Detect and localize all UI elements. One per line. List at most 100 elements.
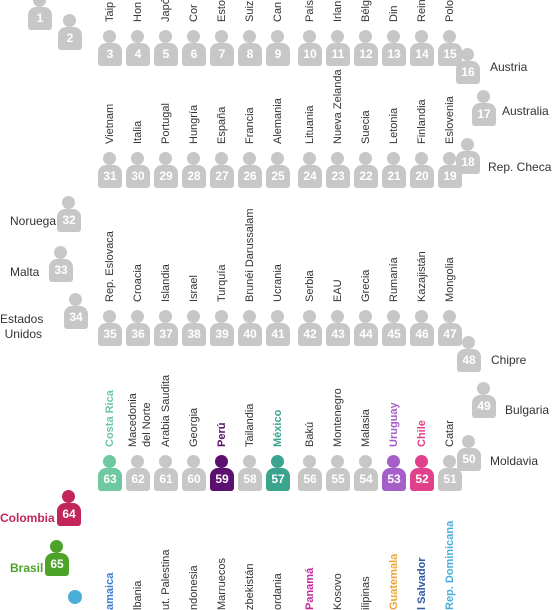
rank-number: 53 bbox=[382, 468, 406, 491]
person-head-icon bbox=[243, 30, 256, 43]
rank-number: 6 bbox=[182, 43, 206, 66]
person-head-icon bbox=[33, 0, 46, 7]
person-head-icon bbox=[187, 152, 200, 165]
country-label: Georgia bbox=[188, 407, 200, 447]
country-label: Can bbox=[272, 1, 284, 22]
country-label: lbania bbox=[132, 580, 144, 610]
rank-29-marker: 29 bbox=[154, 152, 178, 188]
rank-4-marker: 4 bbox=[126, 30, 150, 66]
rank-7-marker: 7 bbox=[210, 30, 234, 66]
rank-25-marker: 25 bbox=[266, 152, 290, 188]
rank-number: 36 bbox=[126, 323, 150, 346]
person-head-icon bbox=[462, 435, 475, 448]
rank-number: 51 bbox=[438, 468, 462, 491]
country-label: Mongolia bbox=[444, 257, 456, 302]
rank-number: 3 bbox=[98, 43, 122, 66]
rank-17-marker: 17 bbox=[472, 90, 496, 126]
country-label: Lituania bbox=[304, 105, 316, 144]
rank-number: 28 bbox=[182, 165, 206, 188]
rank-22-marker: 22 bbox=[354, 152, 378, 188]
country-label: Malta bbox=[10, 265, 40, 279]
country-label: Brasil bbox=[10, 561, 44, 575]
country-label: Israel bbox=[188, 275, 200, 302]
rank-number: 26 bbox=[238, 165, 262, 188]
rank-26-marker: 26 bbox=[238, 152, 262, 188]
country-label: Polo bbox=[444, 0, 456, 22]
rank-20-marker: 20 bbox=[410, 152, 434, 188]
rank-62-marker: 62 bbox=[126, 455, 150, 491]
rank-number: 61 bbox=[154, 468, 178, 491]
country-label: Bakú bbox=[304, 421, 316, 447]
rank-5-marker: 5 bbox=[154, 30, 178, 66]
country-label: Francia bbox=[244, 107, 256, 144]
person-head-icon bbox=[187, 310, 200, 323]
rank-number: 9 bbox=[266, 43, 290, 66]
rank-number: 31 bbox=[98, 165, 122, 188]
rank-number: 18 bbox=[456, 151, 480, 174]
country-label: ut. Palestina bbox=[160, 549, 172, 610]
country-label: México bbox=[272, 409, 284, 447]
person-head-icon bbox=[387, 455, 400, 468]
rank-number: 4 bbox=[126, 43, 150, 66]
person-head-icon bbox=[443, 455, 456, 468]
person-head-icon bbox=[359, 455, 372, 468]
country-label: Japó bbox=[160, 0, 172, 22]
rank-number: 14 bbox=[410, 43, 434, 66]
country-label: Finlandia bbox=[416, 99, 428, 144]
person-head-icon bbox=[415, 455, 428, 468]
country-label: Tailandia bbox=[244, 403, 256, 447]
person-head-icon bbox=[54, 246, 67, 259]
rank-number: 62 bbox=[126, 468, 150, 491]
country-label: ordania bbox=[272, 573, 284, 610]
country-label: Italia bbox=[132, 120, 144, 144]
rank-19-marker: 19 bbox=[438, 152, 462, 188]
rank-65-marker: 65 bbox=[45, 540, 69, 576]
country-label: Montenegro bbox=[332, 388, 344, 447]
rank-18-marker: 18 bbox=[456, 138, 480, 174]
rank-number: 49 bbox=[472, 395, 496, 418]
person-head-icon bbox=[187, 455, 200, 468]
rank-38-marker: 38 bbox=[182, 310, 206, 346]
rank-number: 39 bbox=[210, 323, 234, 346]
country-label: Nueva Zelanda bbox=[332, 69, 344, 144]
rank-32-marker: 32 bbox=[57, 196, 81, 232]
country-label: Panamá bbox=[304, 567, 316, 610]
country-label: Alemania bbox=[272, 98, 284, 144]
rank-number: 5 bbox=[154, 43, 178, 66]
person-head-icon bbox=[243, 152, 256, 165]
country-label: Bulgaria bbox=[505, 403, 550, 417]
rank-55-marker: 55 bbox=[326, 455, 350, 491]
rank-40-marker: 40 bbox=[238, 310, 262, 346]
rank-51-marker: 51 bbox=[438, 455, 462, 491]
rank-30-marker: 30 bbox=[126, 152, 150, 188]
rank-48-marker: 48 bbox=[457, 336, 481, 372]
person-head-icon bbox=[415, 310, 428, 323]
rank-9-marker: 9 bbox=[266, 30, 290, 66]
country-label: Suecia bbox=[360, 110, 372, 144]
partial-marker-icon bbox=[68, 590, 82, 604]
country-label: Costa Rica bbox=[104, 390, 116, 447]
rank-number: 38 bbox=[182, 323, 206, 346]
rank-15-marker: 15 bbox=[438, 30, 462, 66]
rank-12-marker: 12 bbox=[354, 30, 378, 66]
rank-number: 21 bbox=[382, 165, 406, 188]
rank-24-marker: 24 bbox=[298, 152, 322, 188]
rank-number: 37 bbox=[154, 323, 178, 346]
country-label: Kazajistán bbox=[416, 251, 428, 302]
rank-number: 41 bbox=[266, 323, 290, 346]
person-head-icon bbox=[331, 30, 344, 43]
country-label: Australia bbox=[502, 104, 549, 118]
rank-36-marker: 36 bbox=[126, 310, 150, 346]
person-head-icon bbox=[215, 455, 228, 468]
rank-number: 16 bbox=[456, 61, 480, 84]
country-label: Eslovenia bbox=[444, 96, 456, 144]
person-head-icon bbox=[69, 293, 82, 306]
rank-34-marker: 34 bbox=[64, 293, 88, 329]
rank-number: 13 bbox=[382, 43, 406, 66]
country-label: ndonesia bbox=[188, 565, 200, 610]
person-head-icon bbox=[477, 90, 490, 103]
country-label: Kosovo bbox=[332, 573, 344, 610]
country-label: EAU bbox=[332, 279, 344, 302]
person-head-icon bbox=[131, 455, 144, 468]
rank-number: 65 bbox=[45, 553, 69, 576]
